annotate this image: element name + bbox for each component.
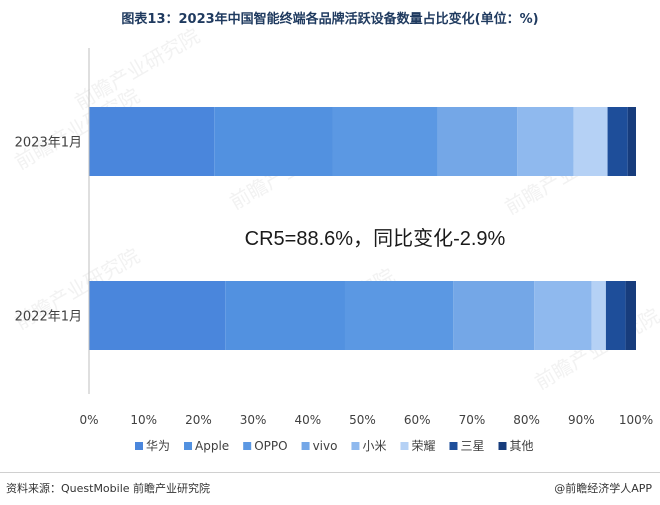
- x-tick-label: 50%: [349, 413, 376, 427]
- x-tick-label: 60%: [404, 413, 431, 427]
- bar-segment-1-2: [89, 281, 226, 350]
- legend-label: 荣耀: [411, 439, 435, 453]
- x-tick-label: 30%: [240, 413, 267, 427]
- legend-swatch: [449, 442, 458, 450]
- legend-swatch: [498, 442, 507, 450]
- legend-label: Apple: [195, 439, 229, 453]
- legend-swatch: [135, 442, 143, 450]
- y-axis-labels: 2023年1月 2022年1月: [15, 136, 82, 325]
- bar-segment-4-1: [437, 107, 518, 176]
- x-axis-tick-labels: 0% 10% 20% 30% 40% 50% 60% 70% 80% 90% 100%: [79, 413, 653, 427]
- credit-note: @前瞻经济学人APP: [554, 482, 652, 495]
- bar-segment-8-2: [625, 281, 636, 350]
- legend-label: vivo: [313, 439, 338, 453]
- legend-label: OPPO: [254, 439, 287, 453]
- bar-segment-8-1: [627, 107, 636, 176]
- legend-swatch: [243, 442, 252, 450]
- bar-segment-2-2: [225, 281, 345, 350]
- source-note: 资料来源：QuestMobile 前瞻产业研究院: [6, 482, 211, 495]
- x-tick-label: 40%: [294, 413, 321, 427]
- x-tick-label: 0%: [79, 413, 98, 427]
- category-label: 2023年1月: [15, 136, 82, 151]
- x-tick-label: 10%: [130, 413, 157, 427]
- x-tick-label: 90%: [568, 413, 595, 427]
- footer-divider: [0, 472, 660, 473]
- bars-layer: [89, 107, 636, 350]
- bar-segment-7-1: [607, 107, 628, 176]
- x-tick-label: 80%: [513, 413, 540, 427]
- chart-title: 图表13：2023年中国智能终端各品牌活跃设备数量占比变化(单位：%): [121, 12, 539, 27]
- legend-swatch: [184, 442, 193, 450]
- legend-swatch: [351, 442, 360, 450]
- bar-segment-7-2: [605, 281, 626, 350]
- bar-segment-5-2: [534, 281, 592, 350]
- legend-swatch: [301, 442, 310, 450]
- bar-segment-1-1: [89, 107, 215, 176]
- legend-label: 三星: [460, 439, 484, 453]
- x-tick-label: 20%: [185, 413, 212, 427]
- legend: 华为 Apple OPPO vivo 小米 荣耀 三星 其他: [135, 439, 534, 453]
- bar-segment-3-2: [345, 281, 454, 350]
- legend-swatch: [400, 442, 409, 450]
- bar-segment-4-2: [453, 281, 535, 350]
- x-tick-label: 70%: [459, 413, 486, 427]
- legend-label: 小米: [362, 439, 386, 453]
- x-tick-label: 100%: [619, 413, 653, 427]
- category-label: 2022年1月: [15, 310, 82, 325]
- bar-segment-6-2: [591, 281, 606, 350]
- legend-label: 华为: [146, 439, 170, 453]
- bar-segment-6-1: [573, 107, 608, 176]
- bar-segment-2-1: [214, 107, 333, 176]
- legend-label: 其他: [510, 439, 534, 453]
- cr5-annotation: CR5=88.6%，同比变化-2.9%: [245, 227, 506, 250]
- bar-segment-3-1: [332, 107, 438, 176]
- stacked-bar-chart: 前瞻产业研究院前瞻产业研究院前瞻产业研究院前瞻产业研究院前瞻产业研究院前瞻产业研…: [11, 24, 660, 453]
- bar-segment-5-1: [517, 107, 574, 176]
